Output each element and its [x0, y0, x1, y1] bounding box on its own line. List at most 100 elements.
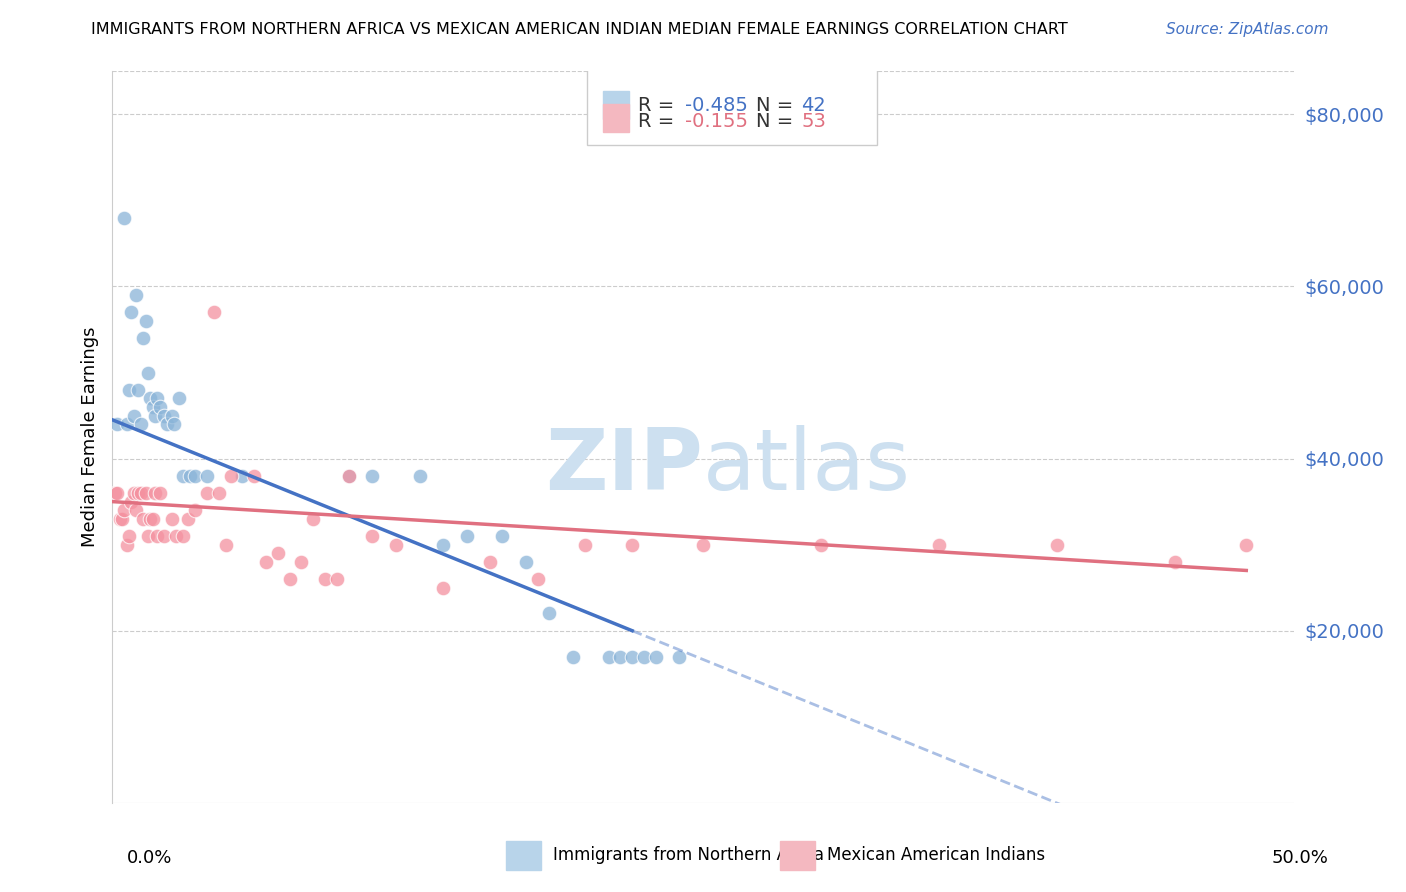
- Text: 53: 53: [801, 112, 825, 130]
- Point: [432, 538, 454, 552]
- Point: [149, 486, 172, 500]
- Point: [112, 211, 135, 225]
- FancyBboxPatch shape: [603, 91, 628, 119]
- Point: [456, 529, 478, 543]
- Point: [111, 512, 134, 526]
- Point: [219, 468, 242, 483]
- Point: [184, 503, 207, 517]
- Point: [184, 468, 207, 483]
- Point: [125, 503, 148, 517]
- Point: [172, 468, 194, 483]
- Text: N =: N =: [756, 112, 800, 130]
- Point: [314, 572, 336, 586]
- Point: [598, 649, 620, 664]
- Y-axis label: Median Female Earnings: Median Female Earnings: [80, 326, 98, 548]
- Point: [195, 486, 218, 500]
- Point: [215, 538, 238, 552]
- FancyBboxPatch shape: [588, 69, 876, 145]
- Point: [302, 512, 325, 526]
- Point: [609, 649, 631, 664]
- Point: [243, 468, 266, 483]
- Point: [644, 649, 666, 664]
- Point: [127, 486, 149, 500]
- Point: [278, 572, 301, 586]
- Point: [136, 529, 159, 543]
- Point: [120, 494, 142, 508]
- Point: [479, 555, 502, 569]
- Point: [621, 538, 644, 552]
- Point: [115, 417, 138, 432]
- Point: [633, 649, 655, 664]
- Point: [132, 512, 155, 526]
- Point: [167, 392, 190, 406]
- Point: [142, 512, 165, 526]
- Point: [129, 417, 152, 432]
- Point: [118, 383, 141, 397]
- Text: IMMIGRANTS FROM NORTHERN AFRICA VS MEXICAN AMERICAN INDIAN MEDIAN FEMALE EARNING: IMMIGRANTS FROM NORTHERN AFRICA VS MEXIC…: [91, 22, 1069, 37]
- Text: 50.0%: 50.0%: [1272, 849, 1329, 867]
- Point: [125, 288, 148, 302]
- Point: [179, 468, 201, 483]
- Point: [562, 649, 585, 664]
- Point: [153, 409, 176, 423]
- Point: [105, 417, 128, 432]
- Point: [692, 538, 714, 552]
- Point: [208, 486, 231, 500]
- Point: [127, 383, 149, 397]
- FancyBboxPatch shape: [603, 104, 628, 132]
- Text: R =: R =: [638, 112, 681, 130]
- Point: [385, 538, 408, 552]
- Point: [231, 468, 253, 483]
- Text: N =: N =: [756, 95, 800, 114]
- Point: [146, 392, 169, 406]
- Point: [135, 486, 157, 500]
- Point: [142, 400, 165, 414]
- Point: [136, 366, 159, 380]
- Point: [115, 538, 138, 552]
- Point: [104, 486, 127, 500]
- Text: R =: R =: [638, 95, 681, 114]
- Point: [129, 486, 152, 500]
- Text: ZIP: ZIP: [546, 425, 703, 508]
- Point: [408, 468, 430, 483]
- Point: [267, 546, 290, 560]
- Point: [290, 555, 312, 569]
- Point: [1046, 538, 1069, 552]
- Point: [432, 581, 454, 595]
- Point: [538, 607, 561, 621]
- Point: [160, 512, 183, 526]
- Text: Mexican American Indians: Mexican American Indians: [827, 847, 1045, 864]
- Point: [105, 486, 128, 500]
- Point: [621, 649, 644, 664]
- Point: [526, 572, 548, 586]
- Point: [515, 555, 537, 569]
- Point: [156, 417, 179, 432]
- Point: [160, 409, 183, 423]
- Point: [163, 417, 186, 432]
- Point: [132, 331, 155, 345]
- Point: [668, 649, 690, 664]
- Point: [135, 314, 157, 328]
- Point: [1164, 555, 1187, 569]
- Point: [139, 392, 162, 406]
- Text: 0.0%: 0.0%: [127, 849, 172, 867]
- Text: -0.155: -0.155: [685, 112, 748, 130]
- Point: [202, 305, 225, 319]
- Point: [1234, 538, 1257, 552]
- Point: [195, 468, 218, 483]
- Point: [361, 468, 384, 483]
- Point: [139, 512, 162, 526]
- Point: [112, 503, 135, 517]
- Point: [165, 529, 187, 543]
- Point: [108, 512, 131, 526]
- Point: [177, 512, 200, 526]
- Text: atlas: atlas: [703, 425, 911, 508]
- Point: [122, 409, 145, 423]
- Point: [361, 529, 384, 543]
- Point: [118, 529, 141, 543]
- Point: [928, 538, 950, 552]
- Point: [120, 305, 142, 319]
- Point: [122, 486, 145, 500]
- Point: [337, 468, 360, 483]
- Point: [810, 538, 832, 552]
